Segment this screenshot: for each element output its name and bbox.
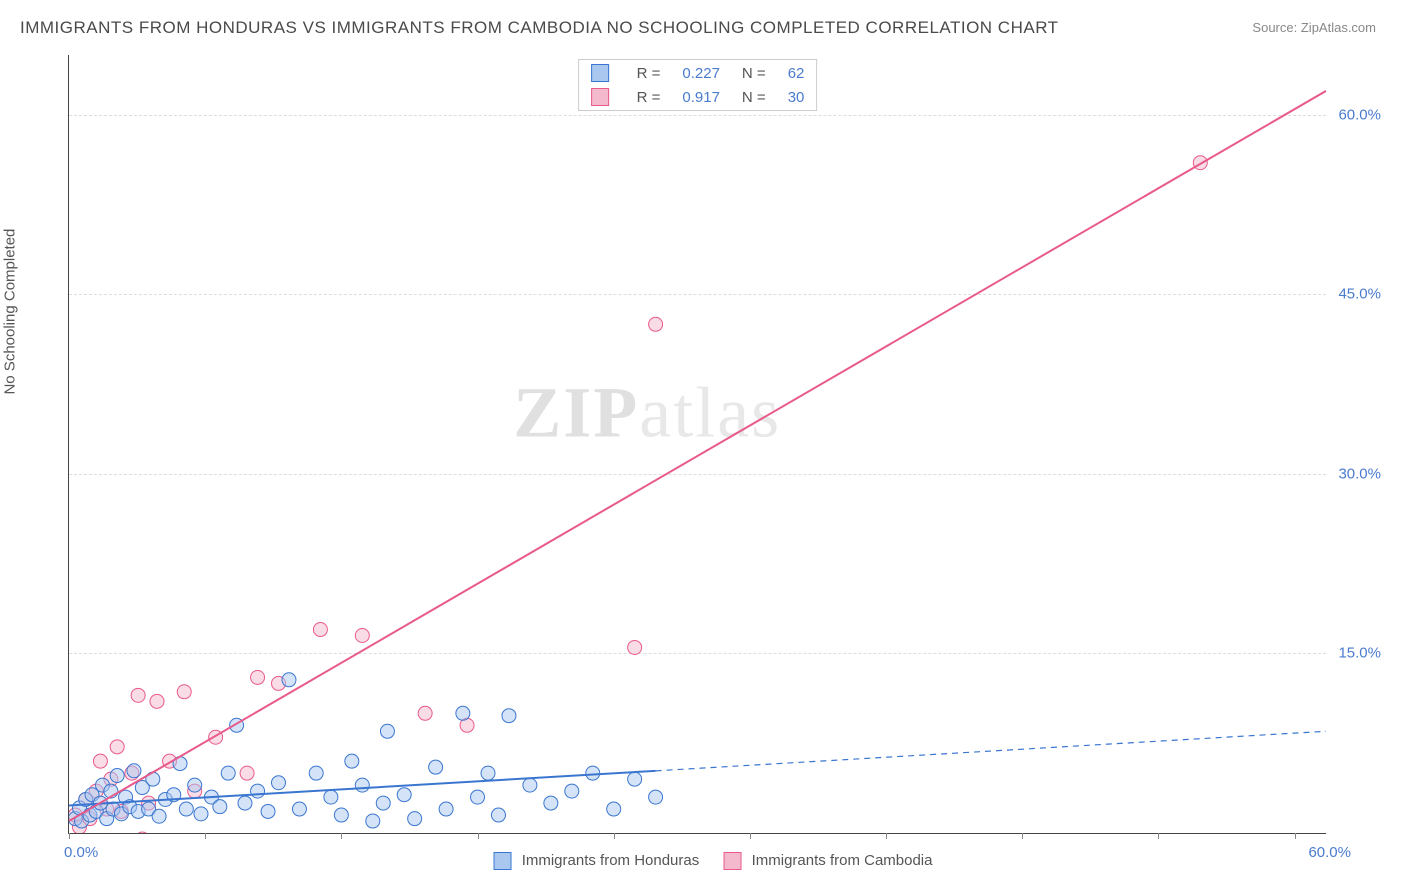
data-point bbox=[213, 800, 227, 814]
data-point bbox=[471, 790, 485, 804]
swatch-honduras-icon bbox=[494, 852, 512, 870]
data-point bbox=[135, 832, 149, 833]
x-tick bbox=[1295, 833, 1296, 839]
plot-area: ZIPatlas R = 0.227 N = 62 R = 0.917 N = … bbox=[68, 55, 1326, 834]
y-tick-label: 45.0% bbox=[1338, 286, 1381, 303]
source-label: Source: bbox=[1252, 20, 1297, 35]
data-point bbox=[439, 802, 453, 816]
r-label: R = bbox=[627, 86, 671, 108]
data-point bbox=[607, 802, 621, 816]
data-point bbox=[481, 766, 495, 780]
legend-correlation: R = 0.227 N = 62 R = 0.917 N = 30 bbox=[578, 59, 818, 111]
x-tick bbox=[614, 833, 615, 839]
data-point bbox=[408, 812, 422, 826]
x-tick bbox=[341, 833, 342, 839]
data-point bbox=[649, 790, 663, 804]
plot-svg bbox=[69, 55, 1326, 833]
data-point bbox=[456, 706, 470, 720]
data-point bbox=[127, 764, 141, 778]
data-point bbox=[177, 685, 191, 699]
data-point bbox=[649, 317, 663, 331]
trend-line bbox=[69, 91, 1326, 821]
data-point bbox=[523, 778, 537, 792]
swatch-honduras-icon bbox=[591, 64, 609, 82]
source-credit: Source: ZipAtlas.com bbox=[1252, 20, 1376, 35]
x-tick bbox=[1158, 833, 1159, 839]
data-point bbox=[502, 709, 516, 723]
data-point bbox=[238, 796, 252, 810]
r-value-cambodia: 0.917 bbox=[672, 86, 730, 108]
n-value-cambodia: 30 bbox=[778, 86, 815, 108]
data-point bbox=[282, 673, 296, 687]
y-tick-label: 15.0% bbox=[1338, 645, 1381, 662]
data-point bbox=[544, 796, 558, 810]
data-point bbox=[565, 784, 579, 798]
x-tick bbox=[478, 833, 479, 839]
swatch-cambodia-icon bbox=[591, 88, 609, 106]
data-point bbox=[313, 623, 327, 637]
legend-label-honduras: Immigrants from Honduras bbox=[522, 852, 700, 869]
x-tick bbox=[205, 833, 206, 839]
data-point bbox=[131, 688, 145, 702]
data-point bbox=[309, 766, 323, 780]
data-point bbox=[380, 724, 394, 738]
data-point bbox=[110, 769, 124, 783]
swatch-cambodia-icon bbox=[723, 852, 741, 870]
data-point bbox=[586, 766, 600, 780]
data-point bbox=[418, 706, 432, 720]
data-point bbox=[150, 694, 164, 708]
data-point bbox=[334, 808, 348, 822]
data-point bbox=[152, 809, 166, 823]
y-axis-label: No Schooling Completed bbox=[2, 228, 19, 394]
data-point bbox=[221, 766, 235, 780]
data-point bbox=[376, 796, 390, 810]
data-point bbox=[110, 740, 124, 754]
x-axis-max-label: 60.0% bbox=[1308, 844, 1351, 861]
legend-row-cambodia: R = 0.917 N = 30 bbox=[581, 86, 815, 108]
data-point bbox=[251, 784, 265, 798]
chart-container: No Schooling Completed ZIPatlas R = 0.22… bbox=[20, 55, 1386, 882]
data-point bbox=[345, 754, 359, 768]
data-point bbox=[397, 788, 411, 802]
data-point bbox=[261, 804, 275, 818]
data-point bbox=[355, 629, 369, 643]
data-point bbox=[628, 640, 642, 654]
data-point bbox=[251, 670, 265, 684]
data-point bbox=[188, 778, 202, 792]
x-tick bbox=[750, 833, 751, 839]
r-label: R = bbox=[627, 62, 671, 84]
y-tick-label: 60.0% bbox=[1338, 106, 1381, 123]
n-value-honduras: 62 bbox=[778, 62, 815, 84]
r-value-honduras: 0.227 bbox=[672, 62, 730, 84]
data-point bbox=[324, 790, 338, 804]
data-point bbox=[628, 772, 642, 786]
x-tick bbox=[69, 833, 70, 839]
data-point bbox=[366, 814, 380, 828]
data-point bbox=[491, 808, 505, 822]
data-point bbox=[429, 760, 443, 774]
chart-title: IMMIGRANTS FROM HONDURAS VS IMMIGRANTS F… bbox=[20, 18, 1059, 38]
data-point bbox=[179, 802, 193, 816]
data-point bbox=[194, 807, 208, 821]
y-tick-label: 30.0% bbox=[1338, 465, 1381, 482]
data-point bbox=[240, 766, 254, 780]
n-label: N = bbox=[732, 86, 776, 108]
data-point bbox=[292, 802, 306, 816]
data-point bbox=[355, 778, 369, 792]
x-tick bbox=[886, 833, 887, 839]
trend-line-dashed bbox=[656, 731, 1326, 771]
legend-label-cambodia: Immigrants from Cambodia bbox=[752, 852, 933, 869]
n-label: N = bbox=[732, 62, 776, 84]
x-axis-min-label: 0.0% bbox=[64, 844, 98, 861]
source-link[interactable]: ZipAtlas.com bbox=[1301, 20, 1376, 35]
x-tick bbox=[1022, 833, 1023, 839]
data-point bbox=[272, 776, 286, 790]
legend-series: Immigrants from Honduras Immigrants from… bbox=[474, 852, 933, 870]
data-point bbox=[93, 754, 107, 768]
legend-row-honduras: R = 0.227 N = 62 bbox=[581, 62, 815, 84]
